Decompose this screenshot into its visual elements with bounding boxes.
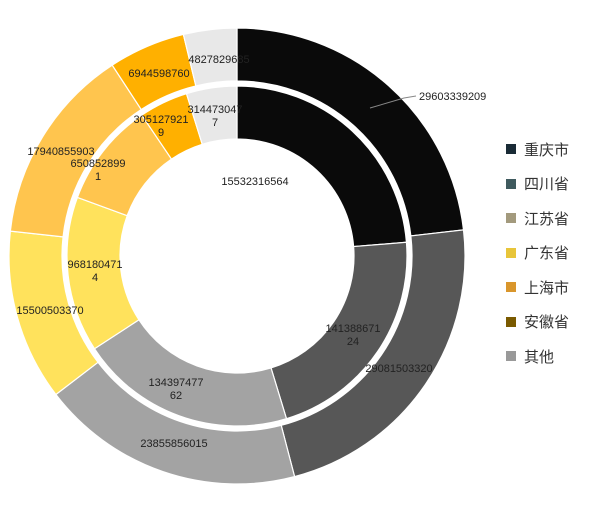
inner-data-label-0: 15532316564 [221,176,288,188]
legend-item-shanghai[interactable]: 上海市 [506,270,611,305]
inner-data-label-1: 141388671 24 [325,323,380,348]
legend-label: 四川省 [524,176,570,194]
legend-item-guangdong[interactable]: 广东省 [506,236,611,271]
legend-label: 上海市 [524,279,570,297]
inner-data-label-2: 134397477 62 [148,377,203,402]
legend-label: 安徽省 [524,314,570,332]
inner-data-label-3: 968180471 4 [67,259,122,284]
legend-label: 重庆市 [524,141,570,159]
legend-swatch [506,144,516,155]
legend-item-other[interactable]: 其他 [506,339,611,374]
legend-swatch [506,178,516,189]
legend-item-sichuan[interactable]: 四川省 [506,167,611,202]
outer-data-label-3: 15500503370 [16,305,83,317]
outer-slice-6[interactable] [182,27,238,87]
inner-data-label-4: 650852899 1 [70,158,125,183]
legend-item-chongqing[interactable]: 重庆市 [506,132,611,167]
inner-slice-3[interactable] [66,196,140,350]
label-leader-line [369,95,417,109]
legend-label: 江苏省 [524,210,570,228]
outer-data-label-1: 29081503320 [365,363,432,375]
outer-data-label-5: 6944598760 [128,68,189,80]
legend-item-jiangsu[interactable]: 江苏省 [506,201,611,236]
legend-swatch [506,247,516,258]
inner-data-label-6: 314473047 7 [187,104,242,129]
legend-swatch [506,316,516,327]
outer-data-label-4: 17940855903 [27,146,94,158]
outer-data-label-6: 4827829685 [188,54,249,66]
legend-swatch [506,213,516,224]
outer-data-label-0: 29603339209 [419,91,486,103]
inner-slice-6[interactable] [185,85,238,146]
outer-data-label-2: 23855856015 [140,438,207,450]
legend-swatch [506,282,516,293]
legend-item-anhui[interactable]: 安徽省 [506,305,611,340]
chart-legend: 重庆市 四川省 江苏省 广东省 上海市 安徽省 其他 [506,132,611,374]
legend-label: 其他 [524,348,555,366]
legend-swatch [506,351,516,362]
legend-label: 广东省 [524,245,570,263]
inner-data-label-5: 305127921 9 [133,114,188,139]
